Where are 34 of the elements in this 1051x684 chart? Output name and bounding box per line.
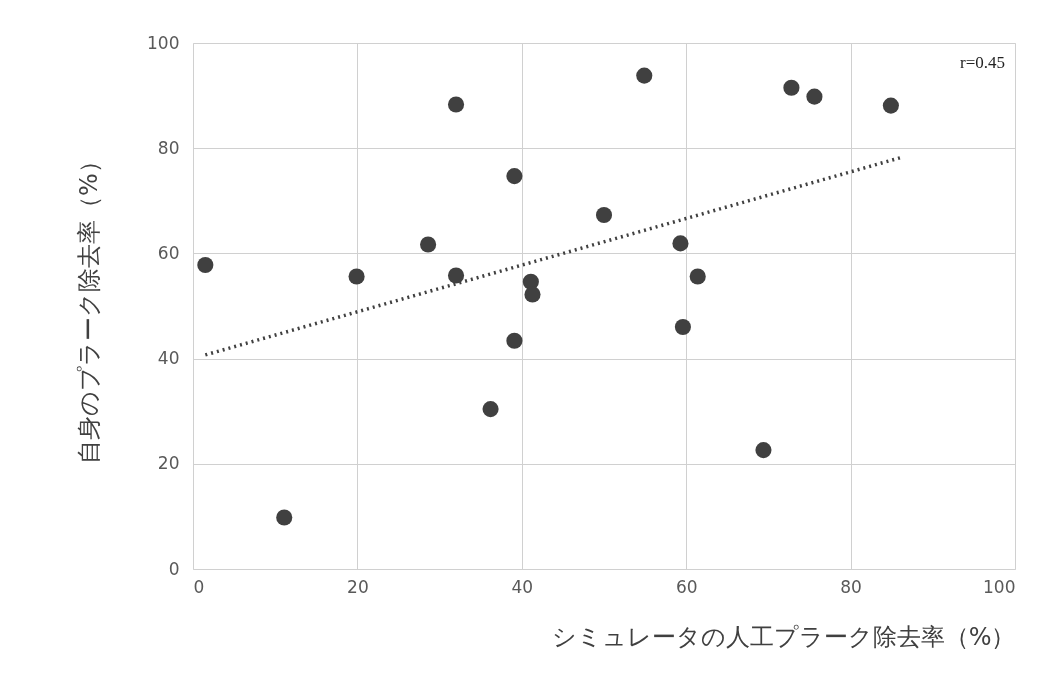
annotation: r=0.45 (960, 53, 1005, 72)
point (672, 235, 689, 252)
y-axis-title: 自身のプラーク除去率（%） (75, 149, 104, 464)
point (447, 267, 465, 284)
y-tick-label: 60 (157, 242, 180, 263)
point (197, 256, 214, 274)
x-tick-label: 100 (983, 576, 1016, 597)
point (882, 97, 899, 114)
x-tick-label: 20 (347, 576, 369, 597)
point (636, 67, 653, 84)
x-tick-label: 40 (511, 576, 534, 597)
y-tick-label: 40 (157, 348, 180, 369)
point (447, 96, 465, 113)
point (276, 509, 293, 526)
y-tick-label: 20 (157, 453, 180, 474)
x-tick-label: 0 (193, 576, 205, 597)
point (420, 236, 437, 253)
point (348, 268, 365, 285)
x-axis-title: シミュレータの人工プラーク除去率（%） (551, 622, 1016, 651)
point (506, 168, 523, 185)
point (783, 79, 800, 96)
y-tick-label: 80 (157, 137, 180, 158)
point (506, 332, 523, 349)
point (755, 442, 772, 459)
point (674, 318, 691, 336)
point (482, 401, 499, 418)
point (689, 268, 706, 285)
y-tick-label: 0 (168, 558, 180, 579)
x-tick-label: 80 (840, 576, 862, 597)
point (595, 206, 613, 224)
x-tick-label: 60 (675, 576, 698, 597)
y-tick-label: 100 (147, 32, 180, 53)
point (806, 88, 823, 105)
point (524, 286, 541, 303)
